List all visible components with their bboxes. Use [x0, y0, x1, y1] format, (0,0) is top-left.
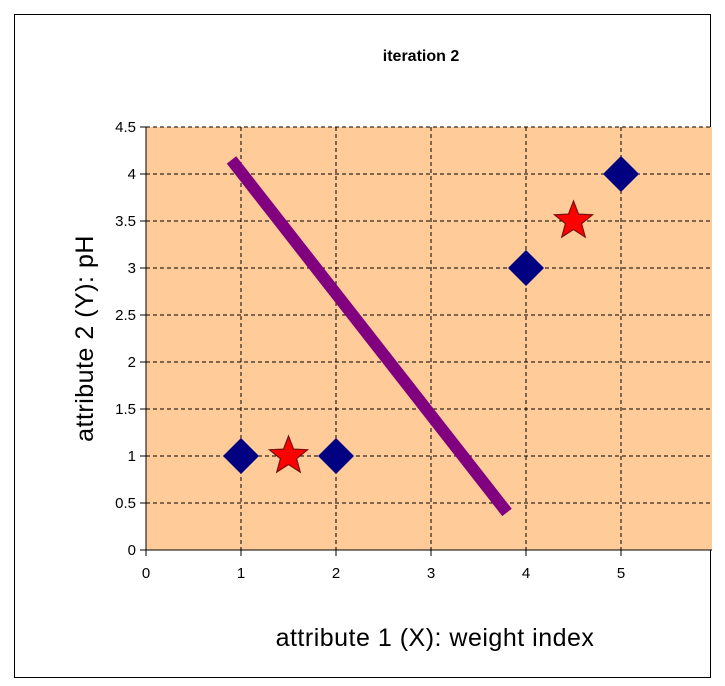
star-point: [552, 199, 595, 239]
y-tick-label: 1: [128, 448, 136, 465]
y-axis-title: attribute 2 (Y): pH: [71, 235, 99, 442]
y-tick-label: 3.5: [115, 213, 136, 230]
chart-title: iteration 2: [383, 48, 460, 65]
x-axis-title: attribute 1 (X): weight index: [276, 624, 595, 652]
x-tick-label: 1: [237, 565, 245, 582]
x-tick-label: 2: [332, 565, 340, 582]
y-tick-label: 0.5: [115, 495, 136, 512]
y-tick-label: 4.5: [115, 119, 136, 136]
y-tick-label: 2: [128, 354, 136, 371]
boundary-line: [226, 156, 512, 517]
y-tick-label: 3: [128, 260, 136, 277]
y-tick-label: 1.5: [115, 401, 136, 418]
diamond-point: [603, 156, 639, 192]
star-point: [267, 434, 310, 474]
plot-area: 012345600.511.522.533.544.5: [115, 119, 712, 582]
x-tick-label: 5: [617, 565, 625, 582]
diamond-point: [508, 250, 544, 286]
scatter-chart: iteration 2 012345600.511.522.533.544.5 …: [71, 48, 712, 652]
y-tick-label: 0: [128, 542, 136, 559]
x-tick-label: 4: [522, 565, 530, 582]
y-tick-label: 4: [128, 166, 136, 183]
diamond-point: [223, 438, 259, 474]
x-tick-label: 0: [142, 565, 150, 582]
x-tick-label: 3: [427, 565, 435, 582]
chart-frame: iteration 2 012345600.511.522.533.544.5 …: [14, 14, 712, 678]
diamond-point: [318, 438, 354, 474]
plot-background: [146, 127, 712, 550]
y-tick-label: 2.5: [115, 307, 136, 324]
